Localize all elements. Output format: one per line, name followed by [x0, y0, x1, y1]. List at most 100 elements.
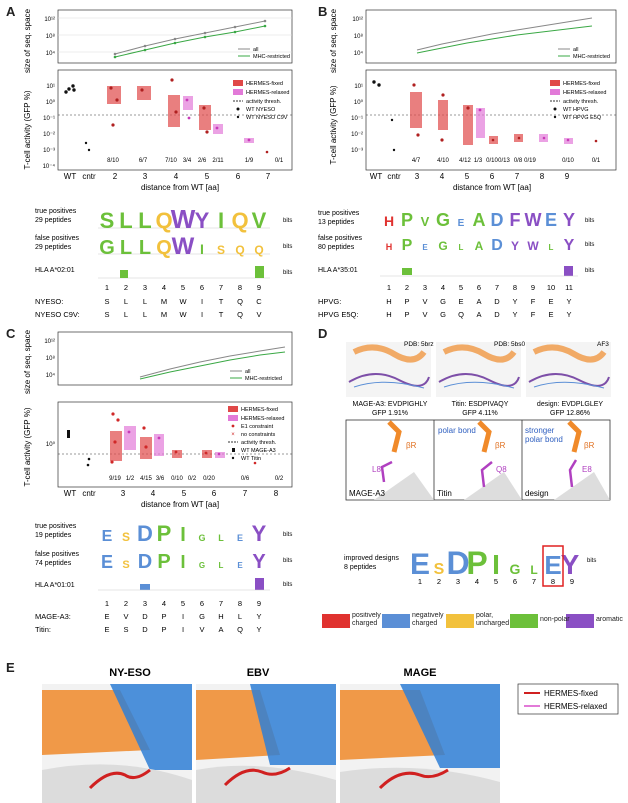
svg-text:Y: Y — [195, 208, 210, 233]
svg-text:true positives: true positives — [318, 210, 360, 217]
svg-text:S: S — [122, 559, 129, 571]
svg-text:8: 8 — [238, 599, 242, 608]
structure-2 — [436, 342, 521, 397]
svg-text:8: 8 — [238, 283, 242, 292]
svg-text:HPVG:: HPVG: — [318, 297, 341, 306]
svg-text:S: S — [122, 530, 130, 544]
svg-text:Titin:: Titin: — [35, 625, 51, 634]
panel-label-a: A — [6, 4, 16, 19]
svg-text:PDB: 5bs0: PDB: 5bs0 — [494, 341, 525, 348]
svg-text:L: L — [124, 310, 128, 319]
svg-text:L: L — [218, 533, 224, 543]
svg-text:4: 4 — [440, 172, 445, 181]
svg-text:1: 1 — [105, 283, 109, 292]
svg-text:10⁴: 10⁴ — [46, 372, 56, 379]
highlight-position-8 — [542, 545, 564, 587]
svg-text:Q8: Q8 — [496, 465, 507, 474]
svg-text:10¹: 10¹ — [46, 84, 55, 90]
ensemble-nyeso — [42, 684, 192, 803]
svg-text:8: 8 — [551, 577, 555, 586]
svg-text:WT Titin: WT Titin — [241, 456, 261, 462]
svg-text:0/1: 0/1 — [275, 158, 284, 164]
svg-text:1: 1 — [418, 577, 422, 586]
svg-text:P: P — [404, 297, 409, 306]
series-mhc — [114, 25, 266, 58]
svg-text:I: I — [201, 310, 203, 319]
svg-text:P: P — [157, 551, 170, 573]
svg-text:7: 7 — [532, 577, 536, 586]
svg-text:10⁸: 10⁸ — [354, 33, 364, 40]
svg-text:W: W — [171, 204, 196, 234]
panel-a: size of seq. space 10¹² 10⁸ 10⁴ all MHC-… — [23, 8, 293, 319]
panel-b: size of seq. space 10¹² 10⁸ 10⁴ all MHC-… — [318, 8, 617, 319]
panel-label-d: D — [318, 326, 328, 341]
svg-text:Y: Y — [566, 310, 571, 319]
svg-text:A: A — [476, 310, 481, 319]
svg-text:L: L — [219, 561, 224, 570]
panel-d: PDB: 5brz PDB: 5bs0 AF3 MAGE-A3: EVDPIGH… — [322, 341, 623, 628]
svg-text:4: 4 — [162, 599, 166, 608]
svg-text:S: S — [434, 561, 445, 578]
svg-text:4: 4 — [475, 577, 479, 586]
svg-text:8: 8 — [513, 283, 517, 292]
svg-text:4/12: 4/12 — [459, 158, 471, 164]
svg-text:6: 6 — [490, 172, 495, 181]
svg-text:A: A — [218, 625, 223, 634]
svg-text:Y: Y — [566, 297, 571, 306]
swatch-positive — [322, 614, 350, 628]
svg-text:L: L — [120, 237, 132, 259]
svg-text:E: E — [237, 561, 243, 570]
svg-text:L: L — [124, 297, 128, 306]
svg-text:W: W — [172, 233, 195, 260]
svg-text:G: G — [438, 239, 447, 253]
svg-text:Q: Q — [237, 297, 243, 306]
svg-text:8: 8 — [540, 172, 545, 181]
svg-text:7: 7 — [219, 599, 223, 608]
svg-text:cntr: cntr — [387, 172, 401, 181]
svg-text:S: S — [100, 208, 115, 233]
svg-text:4: 4 — [151, 489, 156, 498]
svg-text:HERMES-relaxed: HERMES-relaxed — [563, 90, 606, 96]
svg-text:distance from WT [aa]: distance from WT [aa] — [453, 183, 531, 192]
svg-text:size of seq. space: size of seq. space — [329, 8, 338, 73]
svg-text:I: I — [200, 241, 204, 257]
panel-e: NY-ESO EBV MAGE HERMES-fixed HERMES-rela… — [42, 667, 619, 803]
svg-text:S: S — [217, 243, 225, 257]
svg-text:4/7: 4/7 — [412, 158, 421, 164]
svg-text:HERMES-relaxed: HERMES-relaxed — [241, 416, 284, 422]
svg-text:1/2: 1/2 — [126, 476, 135, 482]
svg-text:A: A — [475, 239, 484, 253]
svg-text:4/10: 4/10 — [437, 158, 449, 164]
svg-text:WT NYESO: WT NYESO — [246, 107, 276, 113]
svg-text:0/2: 0/2 — [275, 476, 284, 482]
svg-text:I: I — [182, 612, 184, 621]
svg-text:3: 3 — [143, 599, 147, 608]
svg-text:4: 4 — [441, 283, 445, 292]
svg-text:L: L — [143, 310, 147, 319]
svg-text:false positives: false positives — [318, 235, 362, 242]
svg-text:5: 5 — [494, 577, 498, 586]
svg-text:L: L — [119, 208, 132, 233]
svg-text:0/13: 0/13 — [498, 158, 510, 164]
svg-text:10¹²: 10¹² — [352, 17, 363, 23]
svg-text:G: G — [198, 533, 205, 543]
svg-text:activity thresh.: activity thresh. — [246, 99, 282, 105]
svg-text:10⁰: 10⁰ — [46, 99, 56, 106]
svg-text:0/6: 0/6 — [241, 476, 250, 482]
svg-text:F: F — [510, 210, 521, 230]
svg-text:7: 7 — [515, 172, 520, 181]
svg-text:E: E — [101, 552, 113, 572]
svg-text:E: E — [104, 625, 109, 634]
svg-text:bits: bits — [585, 268, 594, 274]
box-fixed — [137, 86, 151, 100]
svg-text:11: 11 — [565, 283, 573, 292]
svg-text:G: G — [199, 612, 205, 621]
svg-text:E: E — [237, 533, 243, 543]
svg-text:G: G — [436, 210, 450, 230]
svg-text:10⁴: 10⁴ — [46, 50, 56, 57]
svg-text:HERMES-fixed: HERMES-fixed — [563, 81, 600, 87]
svg-text:7: 7 — [495, 283, 499, 292]
svg-text:G: G — [510, 561, 521, 577]
svg-text:bits: bits — [587, 558, 596, 564]
svg-text:all: all — [573, 47, 579, 53]
